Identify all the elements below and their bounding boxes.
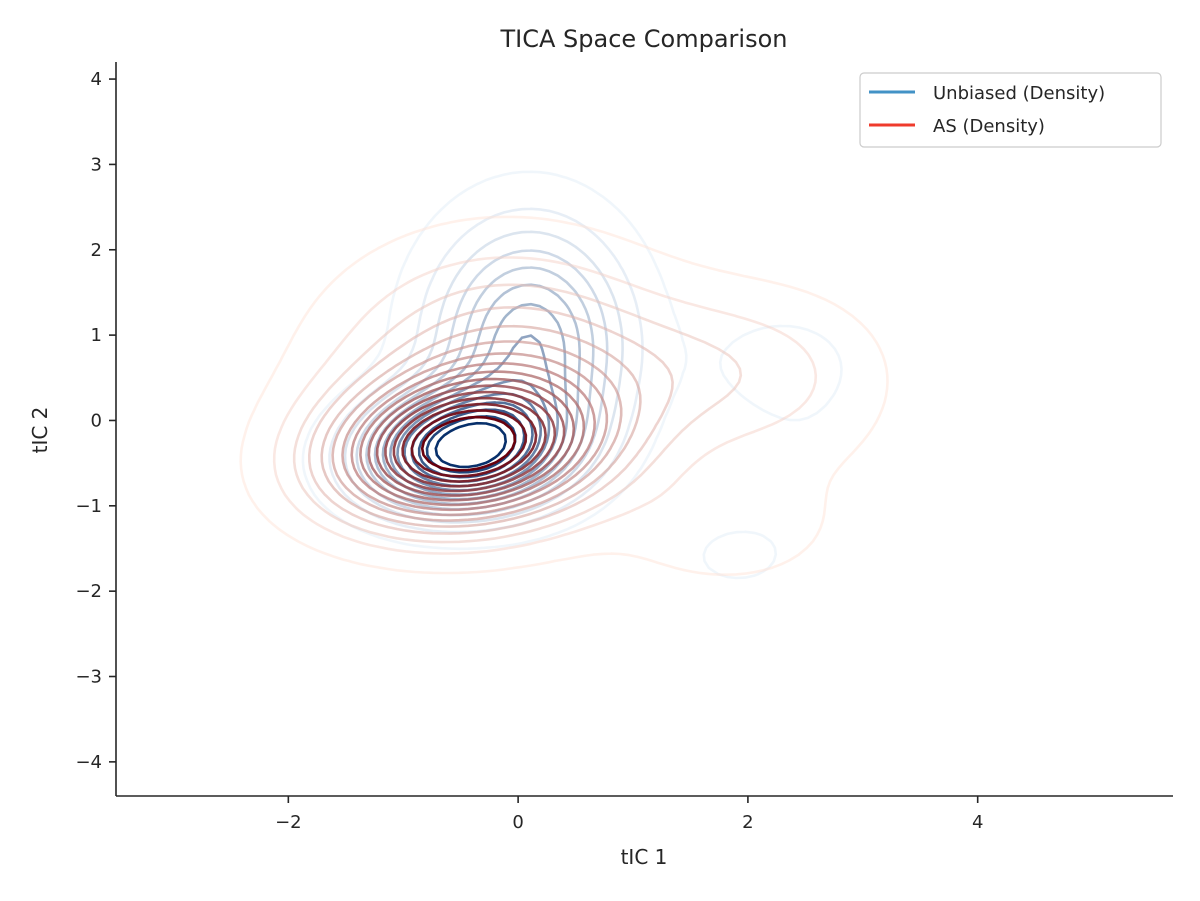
contour-level: [292, 283, 743, 544]
y-tick-label: 0: [91, 410, 102, 431]
contour-level: [272, 256, 818, 555]
contour-level: [420, 415, 517, 472]
legend: Unbiased (Density) AS (Density): [859, 72, 1162, 148]
contour-level: [359, 370, 586, 507]
y-tick-label: 4: [91, 69, 102, 90]
chart-title: TICA Space Comparison: [499, 25, 787, 53]
y-tick-label: 2: [91, 240, 102, 261]
contour-level: [384, 390, 557, 493]
legend-box: [859, 72, 1162, 148]
contour-level: [308, 306, 674, 535]
contour-level: [401, 402, 538, 483]
y-tick-label: 1: [91, 325, 102, 346]
legend-label-unbiased: Unbiased (Density): [933, 83, 1105, 104]
contour-level: [410, 409, 528, 478]
contour-level: [320, 324, 642, 528]
x-tick-label: 2: [742, 812, 753, 833]
y-tick-label: 3: [91, 154, 102, 175]
contour-level: [392, 396, 547, 488]
contour-level: [375, 384, 566, 497]
y-tick-label: −2: [75, 581, 102, 602]
contour-level: [239, 215, 889, 576]
contour-series-1: [239, 215, 889, 576]
contour-level: [367, 377, 576, 502]
y-tick-label: −1: [75, 496, 102, 517]
contour-level: [331, 340, 623, 522]
x-axis-label: tIC 1: [621, 845, 668, 869]
x-ticks: −2 0 2 4: [275, 796, 983, 833]
contour-level: [434, 421, 507, 469]
contour-level: [350, 362, 596, 512]
contour-level: [341, 352, 609, 517]
x-tick-label: 0: [512, 812, 523, 833]
y-tick-label: −3: [75, 667, 102, 688]
legend-label-as: AS (Density): [933, 116, 1045, 137]
x-tick-label: 4: [972, 812, 983, 833]
y-tick-label: −4: [75, 752, 102, 773]
contour-layer: [239, 170, 889, 580]
y-axis-label: tIC 2: [28, 407, 52, 454]
x-tick-label: −2: [275, 812, 302, 833]
y-ticks: −4 −3 −2 −1 0 1 2 3 4: [75, 69, 116, 773]
